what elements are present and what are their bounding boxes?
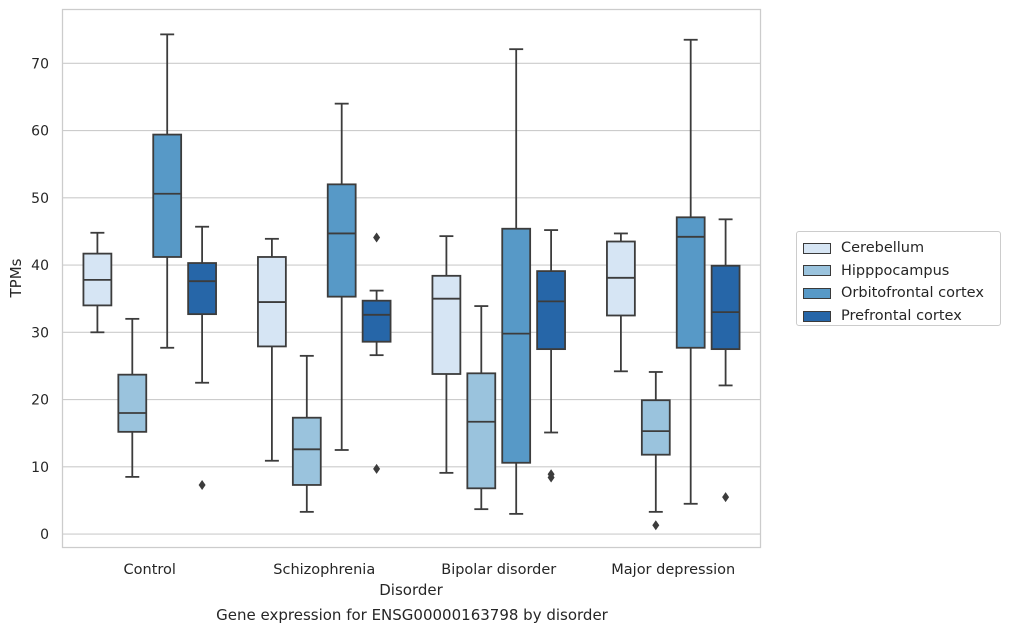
box-bipolar-disorder-hipppocampus-iqr: [466, 372, 497, 490]
legend-label-hippocampus: Hipppocampus: [841, 262, 950, 279]
box-major-depression-prefrontal-cortex: [710, 218, 741, 503]
legend-label-cerebellum: Cerebellum: [841, 240, 925, 257]
chart-caption: Gene expression for ENSG00000163798 by d…: [216, 606, 608, 624]
box-schizophrenia-prefrontal-cortex-iqr: [361, 299, 392, 343]
box-control-prefrontal-cortex-iqr: [187, 262, 217, 316]
x-tick-label-major-depression: Major depression: [611, 562, 735, 578]
legend-item-cerebellum: Cerebellum: [803, 237, 1000, 260]
box-bipolar-disorder-prefrontal-cortex-iqr: [536, 270, 566, 351]
box-control-orbitofrontal-cortex: [152, 33, 183, 349]
y-tick-label-70: 70: [31, 56, 49, 72]
legend-item-orbitofrontal-cortex: Orbitofrontal cortex: [803, 282, 1000, 305]
box-major-depression-orbitofrontal-cortex-iqr: [675, 216, 706, 349]
y-tick-labels: 0 10 20 30 40 50 60 70: [31, 56, 49, 543]
box-schizophrenia-prefrontal-cortex-outlier-1: [373, 232, 381, 243]
box-bipolar-disorder-cerebellum-iqr: [431, 274, 462, 375]
x-tick-label-control: Control: [124, 562, 176, 578]
legend-item-prefrontal-cortex: Prefrontal cortex: [803, 305, 1000, 328]
box-schizophrenia-hipppocampus: [291, 354, 322, 513]
legend: Cerebellum Hipppocampus Orbitofrontal co…: [796, 231, 1001, 326]
box-major-depression-cerebellum: [606, 232, 636, 373]
box-schizophrenia-hipppocampus-iqr: [291, 416, 322, 486]
x-tick-label-bipolar-disorder: Bipolar disorder: [441, 562, 556, 578]
box-major-depression-prefrontal-cortex-iqr: [710, 264, 741, 351]
box-major-depression-orbitofrontal-cortex: [675, 38, 706, 505]
box-control-prefrontal-cortex-outlier-0: [198, 479, 206, 490]
box-control-orbitofrontal-cortex-iqr: [152, 133, 183, 258]
box-schizophrenia-cerebellum: [257, 237, 287, 462]
y-tick-label-20: 20: [31, 393, 49, 409]
y-tick-label-10: 10: [31, 460, 49, 476]
x-tick-label-schizophrenia: Schizophrenia: [273, 562, 375, 578]
box-bipolar-disorder-orbitofrontal-cortex: [501, 48, 532, 515]
legend-swatch-cerebellum: [803, 242, 831, 254]
box-bipolar-disorder-orbitofrontal-cortex-iqr: [501, 227, 532, 464]
box-major-depression-prefrontal-cortex-outlier-0: [722, 492, 730, 503]
legend-swatch-hippocampus: [803, 265, 831, 277]
box-major-depression-hipppocampus-iqr: [640, 399, 671, 456]
legend-label-orbitofrontal-cortex: Orbitofrontal cortex: [841, 285, 984, 302]
y-axis-label: TPMs: [7, 258, 25, 298]
box-control-hipppocampus-iqr: [117, 373, 148, 433]
box-schizophrenia-orbitofrontal-cortex-iqr: [326, 183, 357, 298]
box-control-cerebellum: [82, 231, 113, 334]
y-tick-label-60: 60: [31, 124, 49, 140]
box-control-prefrontal-cortex: [187, 225, 217, 490]
y-tick-label-0: 0: [40, 527, 49, 543]
box-major-depression-hipppocampus: [640, 371, 671, 531]
box-bipolar-disorder-cerebellum: [431, 235, 462, 474]
box-bipolar-disorder-prefrontal-cortex: [536, 229, 566, 483]
y-tick-label-30: 30: [31, 325, 49, 341]
y-tick-label-50: 50: [31, 191, 49, 207]
box-bipolar-disorder-prefrontal-cortex-outlier-1: [547, 469, 555, 480]
x-axis-label: Disorder: [379, 581, 443, 599]
x-tick-labels: Control Schizophrenia Bipolar disorder Majo…: [124, 562, 736, 578]
y-tick-label-40: 40: [31, 258, 49, 274]
plot-area: [62, 9, 761, 548]
legend-label-prefrontal-cortex: Prefrontal cortex: [841, 308, 962, 325]
box-schizophrenia-prefrontal-cortex-outlier-0: [373, 463, 381, 474]
plot-frame: [61, 8, 762, 549]
legend-item-hippocampus: Hipppocampus: [803, 260, 1000, 283]
box-major-depression-hipppocampus-outlier-0: [652, 520, 660, 531]
box-control-hipppocampus: [117, 317, 148, 478]
legend-swatch-orbitofrontal-cortex: [803, 287, 831, 299]
box-bipolar-disorder-hipppocampus: [466, 305, 497, 511]
box-schizophrenia-orbitofrontal-cortex: [326, 102, 357, 451]
boxes: [82, 33, 741, 531]
box-schizophrenia-prefrontal-cortex: [361, 232, 392, 474]
legend-swatch-prefrontal-cortex: [803, 310, 831, 322]
gridlines: [62, 62, 761, 535]
